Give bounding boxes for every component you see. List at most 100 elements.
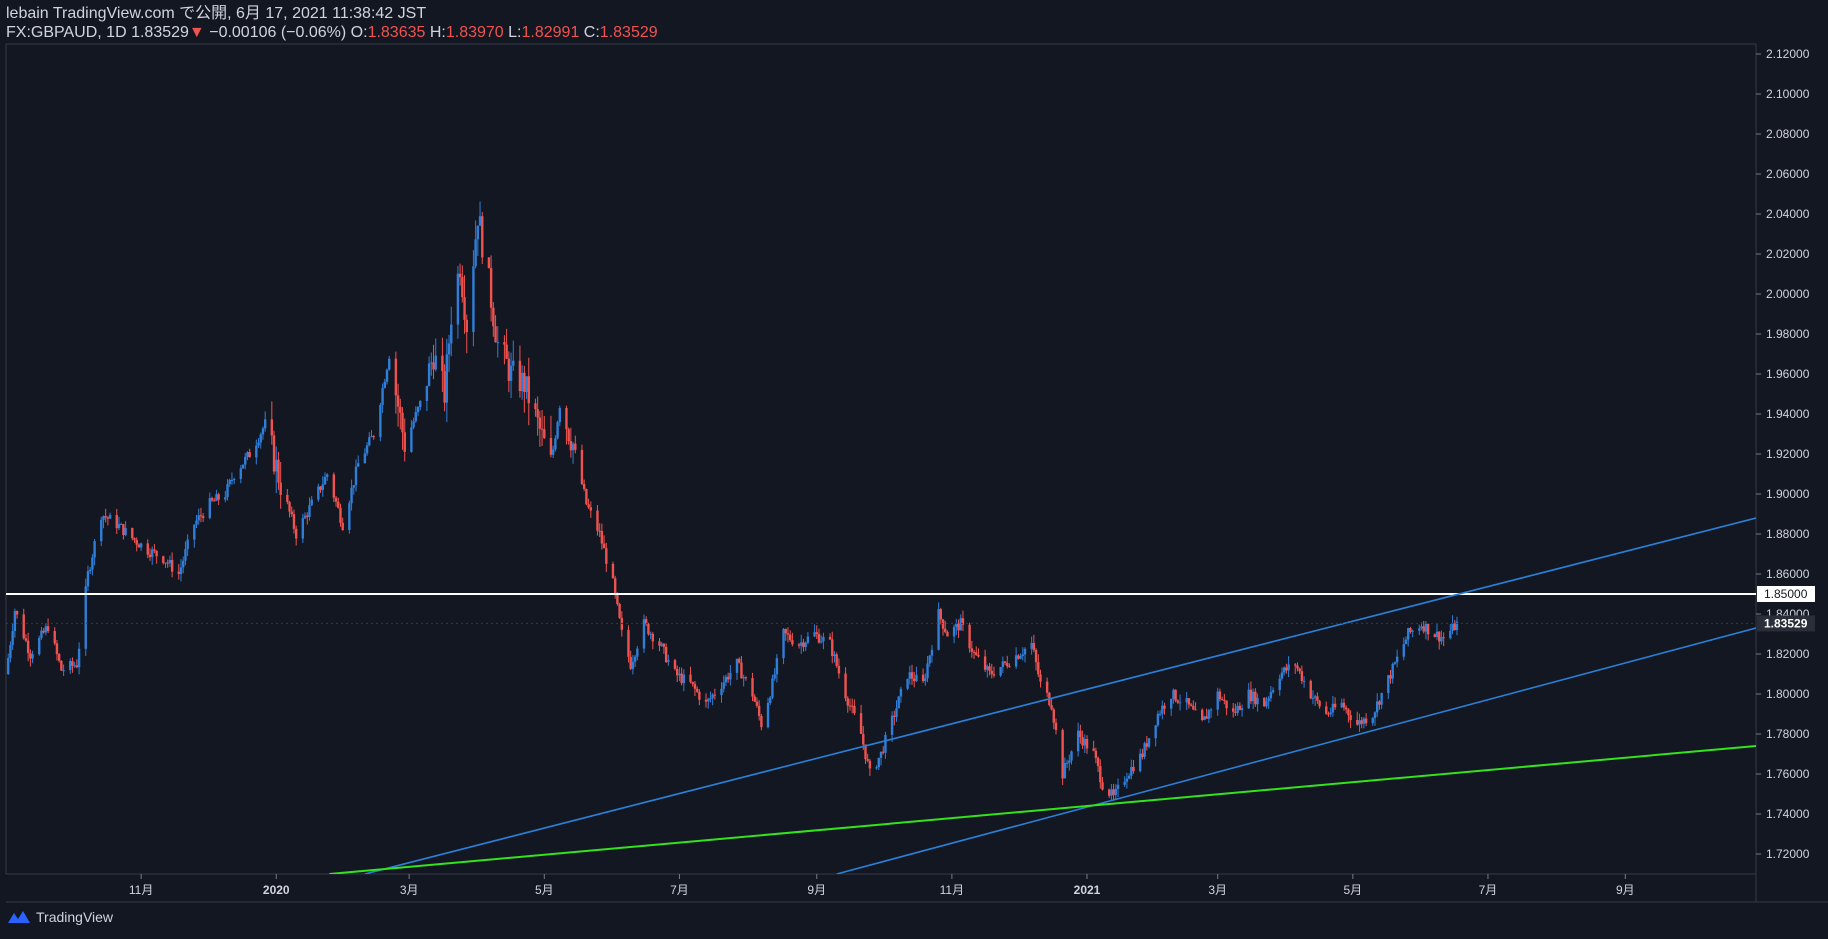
candle-body [802,642,805,648]
candle-body [350,487,353,504]
candle-body [301,518,305,539]
candle-body [239,468,243,479]
candle-body [186,539,189,550]
candle-body [195,520,198,525]
candle-body [890,715,894,735]
tradingview-logo-icon [8,911,30,923]
candle-body [1145,743,1149,747]
y-tick-label: 2.12000 [1766,47,1810,61]
candle-body [100,519,103,542]
candle-body [992,674,996,676]
candle-body [1101,782,1104,790]
candle-body [1435,631,1439,637]
candle-body [742,677,745,679]
candle-body [317,486,320,500]
candle-body [806,636,810,643]
candle-body [1347,709,1350,716]
candle-body [137,544,141,548]
candle-body [88,569,92,572]
candle-body [1438,631,1441,642]
candle-body [7,658,10,674]
candle-body [226,484,229,498]
candle-body [434,355,437,370]
candle-body [1309,680,1312,699]
candle-body [1158,713,1162,715]
candle-body [494,326,497,343]
candle-body [613,578,617,594]
candle-body [1380,692,1383,705]
candle-body [1316,696,1319,701]
candle-body [788,634,792,641]
candle-body [1232,708,1235,712]
candle-body [164,562,167,564]
candle-body [1404,639,1408,645]
candle-body [44,626,48,633]
candle-body [1083,738,1086,746]
candle-body [458,273,462,278]
candle-body [348,503,351,530]
last-price-label-bg [1757,615,1815,632]
candle-body [771,678,774,698]
candle-body [1172,689,1175,700]
candle-body [782,629,785,659]
symbol-label[interactable]: FX:GBPAUD, 1D [6,24,127,41]
candle-body [691,681,694,684]
y-tick-label: 2.02000 [1766,247,1810,261]
candle-body [1234,711,1237,713]
candle-body [476,225,480,240]
candle-body [86,571,90,587]
brand-label[interactable]: TradingView [36,909,114,925]
candle-body [1373,712,1377,719]
candle-body [255,445,258,458]
candle-body [1422,626,1425,632]
candle-body [507,358,511,381]
candle-body [474,239,477,267]
candle-body [303,515,307,519]
candle-body [926,663,929,679]
candle-body [1147,738,1151,747]
candle-body [649,633,652,635]
candle-body [1223,699,1226,701]
candle-body [913,678,916,682]
candle-body [1340,702,1343,708]
candle-body [667,660,670,663]
candle-body [1207,710,1211,719]
candle-body [682,674,686,684]
candle-body [540,428,544,430]
candle-body [170,559,174,572]
candle-body [1076,730,1080,752]
candle-body [230,479,234,481]
candle-body [443,371,446,403]
candle-body [224,497,227,500]
candle-body [729,672,732,680]
open-value: 1.83635 [367,24,426,41]
candle-body [1205,716,1208,719]
candle-body [1218,691,1222,700]
candle-body [1201,709,1204,720]
candle-body [29,653,32,659]
candle-body [184,549,187,561]
candle-body [71,661,74,666]
candle-body [248,452,251,458]
candle-body [551,449,555,455]
candle-body [294,528,298,539]
candle-body [472,266,475,333]
candle-body [385,369,389,382]
candle-body [1251,691,1255,702]
candle-body [332,474,336,498]
candle-body [1393,662,1397,664]
candle-body [1269,692,1273,699]
candle-body [893,715,896,717]
candle-body [757,705,761,716]
candle-body [1107,789,1111,796]
candle-body [554,438,557,450]
y-tick-label: 2.08000 [1766,127,1810,141]
candle-body [341,522,344,530]
candle-body [1296,665,1299,669]
candle-body [1294,664,1297,666]
candle-body [864,744,867,760]
candle-body [383,381,386,388]
candle-body [1061,730,1064,779]
candle-body [168,559,172,564]
